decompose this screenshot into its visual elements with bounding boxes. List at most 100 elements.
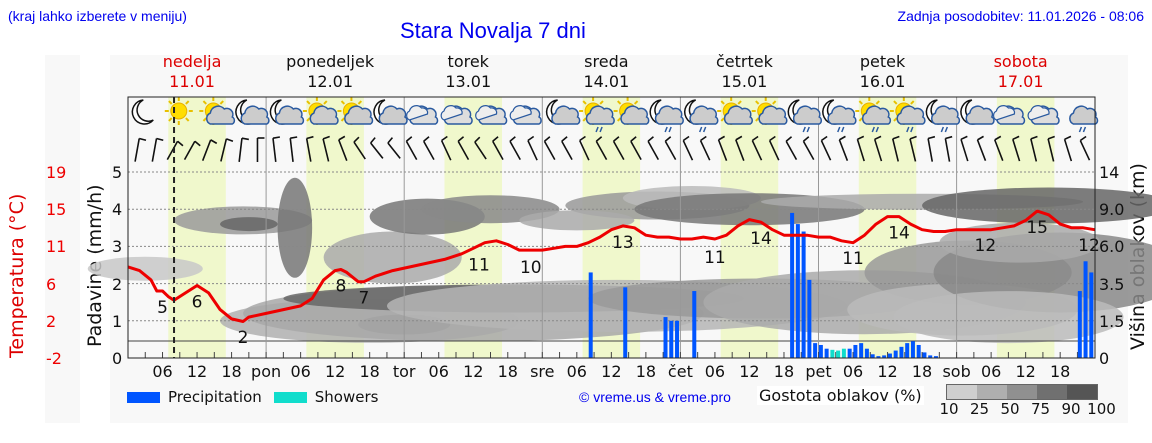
wind-barb-icon bbox=[338, 135, 348, 161]
density-tick: 75 bbox=[1030, 400, 1051, 418]
day-name: sobota bbox=[993, 52, 1048, 71]
wind-barb-icon bbox=[1079, 135, 1091, 161]
density-tick: 10 bbox=[939, 400, 959, 418]
x-tick: 18 bbox=[911, 362, 933, 381]
temperature-tick: 11 bbox=[46, 237, 67, 257]
wind-barb-icon bbox=[909, 135, 917, 162]
x-tick: 06 bbox=[704, 362, 726, 381]
cloud-rain-icon bbox=[1069, 105, 1099, 133]
temperature-labels: 5 6 2 87 11 10 13 11 14 11 14 12 15 12 bbox=[157, 218, 1100, 348]
x-tick: 18 bbox=[221, 362, 242, 381]
wind-barb-icon bbox=[944, 135, 953, 162]
wind-barb-icon bbox=[201, 139, 218, 161]
temperature-label: 12 bbox=[1078, 236, 1100, 256]
sun-cloud-icon bbox=[302, 97, 339, 125]
cloudy-icon bbox=[993, 105, 1026, 125]
temperature-label: 6 bbox=[192, 292, 203, 312]
x-tick: tor bbox=[392, 362, 416, 381]
wind-barb-icon bbox=[647, 136, 660, 161]
wind-barb-icon bbox=[527, 135, 538, 161]
day-date: 11.01 bbox=[169, 72, 215, 91]
wind-barb-icon bbox=[595, 136, 608, 161]
x-tick: sob bbox=[942, 362, 971, 381]
wind-barb-icon bbox=[578, 135, 590, 161]
moon-cloud-icon bbox=[269, 99, 305, 125]
moon-cloud-icon bbox=[235, 99, 270, 125]
cloud-height-tick: 1.5 bbox=[1099, 311, 1125, 331]
day-date: 14.01 bbox=[583, 72, 630, 91]
location-menu-hint[interactable]: (kraj lahko izberete v meniju) bbox=[8, 8, 187, 24]
sun-cloud-icon bbox=[717, 97, 753, 125]
temperature-label: 8 bbox=[335, 276, 346, 296]
cloudy-icon bbox=[509, 105, 542, 125]
wind-barb-icon bbox=[474, 136, 487, 160]
wind-barb-icon bbox=[272, 136, 281, 162]
wind-barb-icon bbox=[927, 135, 936, 162]
grid-lines bbox=[128, 97, 1095, 358]
day-date: 17.01 bbox=[997, 72, 1044, 91]
temperature-label: 14 bbox=[750, 229, 772, 249]
cloud-density-field bbox=[87, 177, 1152, 344]
moon-icon bbox=[131, 99, 154, 125]
precipitation-tick: 2 bbox=[112, 274, 123, 294]
cloud-density-scale bbox=[946, 384, 1098, 400]
sun-cloud-rain-icon bbox=[855, 97, 892, 133]
temperature-label: 14 bbox=[888, 224, 910, 244]
x-tick: 18 bbox=[773, 362, 795, 381]
temperature-label: 5 bbox=[157, 298, 168, 318]
moon-cloud-icon bbox=[373, 99, 408, 125]
cloud-height-tick: 9.0 bbox=[1099, 200, 1125, 220]
wind-barb-icon bbox=[457, 136, 470, 161]
cloudy-icon bbox=[475, 105, 508, 125]
day-name: petek bbox=[859, 52, 906, 71]
temperature-tick: 15 bbox=[46, 200, 67, 220]
precipitation-bars bbox=[588, 212, 1094, 358]
x-tick: 18 bbox=[635, 362, 657, 381]
wind-barb-icon bbox=[1063, 135, 1073, 162]
moon-cloud-rain-icon bbox=[787, 99, 823, 133]
wind-barb-icon bbox=[785, 136, 798, 161]
temperature-label: 15 bbox=[1026, 218, 1048, 238]
temperature-axis-panel bbox=[45, 55, 80, 423]
sun-cloud-rain-icon bbox=[579, 97, 615, 133]
temperature-label: 7 bbox=[359, 289, 370, 309]
wind-barb-icon bbox=[699, 135, 711, 161]
temperature-label: 11 bbox=[842, 249, 864, 269]
cloud-density-label: Gostota oblakov (%) bbox=[757, 386, 924, 405]
cloud-height-tick: 6.0 bbox=[1099, 237, 1125, 257]
wind-barb-icon bbox=[891, 135, 900, 162]
weather-icons-row bbox=[131, 97, 1099, 133]
showers-legend-label: Showers bbox=[314, 388, 379, 406]
cloudy-icon bbox=[1027, 105, 1060, 125]
day-name: nedelja bbox=[162, 52, 222, 71]
last-update: Zadnja posodobitev: 11.01.2026 - 08:06 bbox=[897, 8, 1144, 24]
copyright-link[interactable]: © vreme.us & vreme.pro bbox=[579, 389, 731, 405]
wind-barb-icon bbox=[543, 136, 556, 161]
temperature-label: 11 bbox=[468, 255, 490, 275]
wind-barb-icon bbox=[387, 137, 401, 159]
day-name: četrtek bbox=[716, 52, 773, 71]
density-tick: 90 bbox=[1061, 400, 1081, 418]
x-tick: čet bbox=[667, 362, 693, 381]
x-tick: 06 bbox=[152, 362, 173, 381]
day-name: torek bbox=[447, 52, 489, 71]
x-tick: 12 bbox=[601, 362, 622, 381]
temperature-label: 13 bbox=[612, 233, 634, 253]
density-tick: 50 bbox=[1000, 400, 1020, 418]
wind-barb-icon bbox=[166, 140, 184, 161]
showers-swatch bbox=[273, 391, 307, 403]
x-tick: 12 bbox=[324, 362, 346, 381]
x-tick: 18 bbox=[497, 362, 518, 381]
cloud-height-tick: 14 bbox=[1099, 163, 1120, 182]
wind-barb-icon bbox=[183, 140, 201, 161]
wind-barb-icon bbox=[751, 135, 763, 161]
wind-barb-icon bbox=[305, 135, 314, 162]
wind-barb-icon bbox=[1012, 135, 1021, 162]
x-tick: sre bbox=[530, 362, 555, 381]
day-date: 13.01 bbox=[445, 72, 492, 91]
x-tick: 18 bbox=[359, 362, 380, 381]
wind-barb-icon bbox=[1030, 135, 1038, 162]
cloudy-icon bbox=[406, 105, 439, 125]
density-tick: 25 bbox=[969, 400, 990, 418]
